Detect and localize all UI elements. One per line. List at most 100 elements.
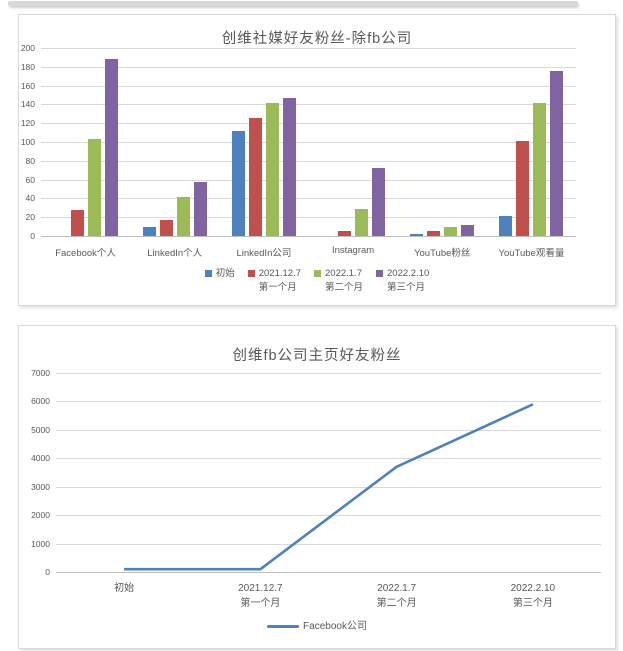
gridline xyxy=(41,85,576,87)
gridline xyxy=(56,373,601,374)
x-category-label: YouTube观看量 xyxy=(498,248,565,259)
bar xyxy=(338,231,352,236)
x-category-label: YouTube粉丝 xyxy=(414,248,471,259)
bar-chart-panel[interactable]: 创维社媒好友粉丝-除fb公司 0 20 40 60 80 100 120 140 160 180 2… xyxy=(18,14,616,306)
bar xyxy=(159,220,173,236)
bar xyxy=(87,139,101,236)
x-category-label: 初始 xyxy=(114,583,135,594)
x-category-label: Facebook个人 xyxy=(55,248,116,259)
bar xyxy=(104,59,118,236)
bar xyxy=(461,224,475,236)
bar-chart-legend: 初始 2021.12.7 第一个月 2022.1.7 第二个月 2022.2.10 第… xyxy=(19,267,615,296)
y-tick-label: 20 xyxy=(25,212,35,223)
y-tick-label: 1000 xyxy=(31,538,50,549)
gridline xyxy=(41,123,576,125)
legend-color-swatch xyxy=(376,269,384,277)
legend-item: 2021.12.7 第一个月 xyxy=(247,267,301,296)
y-tick-label: 40 xyxy=(25,193,35,204)
line-chart-title: 创维fb公司主页好友粉丝 xyxy=(232,348,402,364)
bar xyxy=(355,208,369,236)
bar xyxy=(427,231,441,236)
legend-item-label: 2022.1.7 第二个月 xyxy=(325,267,364,293)
bar-chart-title: 创维社媒好友粉丝-除fb公司 xyxy=(221,31,413,47)
bar xyxy=(282,97,296,236)
line-chart-plot-area: 0 1000 2000 3000 4000 5000 6000 7000 初始 2021.12.7… xyxy=(31,368,601,609)
y-tick-label: 160 xyxy=(20,80,35,91)
x-category-label: LinkedIn个人 xyxy=(147,248,203,259)
y-tick-label: 100 xyxy=(20,137,35,147)
bar xyxy=(550,70,564,236)
window-top-edge xyxy=(8,1,578,6)
y-tick-label: 200 xyxy=(20,43,35,53)
legend-item: 2022.2.10 第三个月 xyxy=(376,267,429,296)
legend-color-swatch xyxy=(314,269,321,277)
legend-item: 2022.1.7 第二个月 xyxy=(314,267,363,296)
y-tick-label: 6000 xyxy=(31,396,50,407)
bar xyxy=(499,216,513,236)
gridline xyxy=(41,198,576,200)
bar xyxy=(248,117,262,236)
gridline xyxy=(56,401,601,403)
line-series-facebook-company xyxy=(124,403,534,571)
bar xyxy=(410,234,424,236)
y-tick-label: 0 xyxy=(30,231,35,241)
y-tick-label: 7000 xyxy=(31,368,50,378)
legend-item-label: 2022.2.10 第三个月 xyxy=(387,267,430,293)
gridline xyxy=(41,217,576,219)
bar xyxy=(142,226,156,236)
x-category-label: 2022.2.10 第三个月 xyxy=(510,583,556,609)
bar-cluster xyxy=(41,48,130,236)
gridline xyxy=(41,142,576,143)
legend-color-swatch xyxy=(247,269,255,277)
bar xyxy=(70,209,84,236)
y-tick-label: 0 xyxy=(45,567,50,577)
y-tick-label: 120 xyxy=(20,118,35,129)
legend-item-label: 2021.12.7 第一个月 xyxy=(258,267,301,293)
gridline xyxy=(41,104,576,106)
gridline xyxy=(56,543,601,545)
legend-item: Facebook公司 xyxy=(267,619,367,634)
y-tick-label: 80 xyxy=(25,155,35,166)
gridline xyxy=(56,458,601,460)
x-category-label: Instagram xyxy=(331,245,375,256)
x-category-label: LinkedIn公司 xyxy=(236,248,292,259)
x-category-label: 2021.12.7 第一个月 xyxy=(238,583,283,609)
y-tick-label: 140 xyxy=(20,99,35,110)
legend-item-label: Facebook公司 xyxy=(303,621,367,632)
line-chart-legend: Facebook公司 xyxy=(19,619,615,634)
x-category-label: 2022.1.7 第二个月 xyxy=(376,583,417,609)
gridline xyxy=(41,236,576,237)
gridline xyxy=(41,66,576,68)
gridline xyxy=(56,486,601,488)
gridline xyxy=(41,179,576,181)
y-tick-label: 60 xyxy=(25,174,35,185)
legend-color-swatch xyxy=(204,269,212,277)
gridline xyxy=(56,572,601,573)
y-tick-label: 4000 xyxy=(31,453,50,464)
bar-chart-plot-area: 0 20 40 60 80 100 120 140 160 180 200 Facebook个人 Lin… xyxy=(21,43,576,259)
line-chart-panel[interactable]: 创维fb公司主页好友粉丝 0 1000 2000 3000 4000 5000 6000 70… xyxy=(18,325,616,649)
y-tick-label: 5000 xyxy=(31,424,50,435)
y-tick-label: 3000 xyxy=(31,481,50,492)
series-line xyxy=(124,403,534,571)
legend-item: 初始 xyxy=(204,267,235,296)
bar-cluster xyxy=(487,48,576,236)
bar xyxy=(231,130,245,236)
y-tick-label: 2000 xyxy=(31,510,50,521)
gridline xyxy=(56,515,601,517)
gridline xyxy=(41,48,576,49)
legend-line-sample xyxy=(267,625,300,628)
bar xyxy=(176,196,190,236)
bar xyxy=(193,182,207,236)
bar-cluster xyxy=(309,48,398,236)
bar xyxy=(516,141,530,236)
bar-cluster xyxy=(219,48,308,236)
bar xyxy=(265,103,279,236)
y-tick-label: 180 xyxy=(20,61,35,72)
bar xyxy=(372,168,386,236)
gridline xyxy=(56,429,601,431)
gridline xyxy=(41,160,576,162)
legend-item-label: 初始 xyxy=(215,267,235,279)
bar-cluster xyxy=(398,48,487,236)
